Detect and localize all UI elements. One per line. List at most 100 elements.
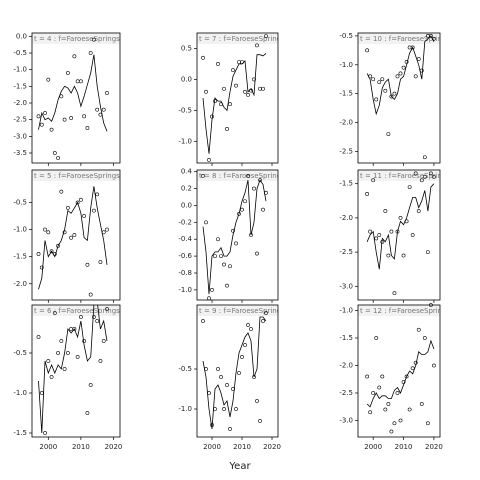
- point: [374, 236, 379, 241]
- strip-text: t = 5 : f=FaroeseSpringsurv: [34, 172, 131, 180]
- y-tick-label: -2.0: [339, 214, 353, 222]
- point: [85, 262, 90, 267]
- point: [82, 214, 87, 218]
- point: [234, 241, 238, 246]
- point: [407, 45, 412, 50]
- strip: [197, 305, 278, 316]
- point: [95, 107, 100, 112]
- point: [101, 107, 106, 112]
- x-tick-label: 2010: [395, 443, 413, 451]
- point: [231, 68, 235, 73]
- point: [246, 174, 250, 178]
- strip: [197, 33, 278, 44]
- point: [383, 209, 388, 213]
- point: [225, 283, 229, 288]
- panel: -0.5 -1.0 2000 2010 2020 t = 9 : f=FaroeseSpr…: [178, 304, 296, 451]
- y-tick-label: 0.0: [181, 201, 192, 209]
- panel: -0.5 -1.0 -1.5 -2.0 -2.5 t = 10 : f=FaroeseSp…: [339, 32, 441, 166]
- point: [389, 229, 394, 234]
- point: [85, 411, 90, 415]
- point: [371, 77, 376, 82]
- point: [39, 122, 44, 127]
- point: [59, 189, 64, 194]
- point: [204, 367, 208, 371]
- point: [425, 250, 430, 255]
- point: [213, 407, 217, 411]
- point: [425, 421, 430, 426]
- point: [210, 114, 214, 119]
- y-tick-label: -0.2: [178, 218, 192, 226]
- x-tick-label: 2010: [72, 443, 90, 451]
- y-tick-label: -1.5: [339, 90, 353, 98]
- point: [243, 199, 247, 204]
- panel-border: [31, 32, 121, 164]
- y-tick-label: -1.0: [13, 389, 27, 397]
- y-tick-label: -0.5: [13, 199, 27, 207]
- y-tick-label: -0.5: [178, 365, 192, 373]
- point: [234, 407, 238, 411]
- point: [59, 339, 64, 343]
- point: [92, 315, 96, 319]
- point: [105, 307, 109, 311]
- y-tick-label: -3.0: [339, 417, 353, 425]
- point: [105, 227, 109, 232]
- point: [368, 229, 373, 234]
- point: [237, 211, 241, 216]
- y-tick-label: 0.0: [16, 32, 27, 40]
- point: [216, 62, 220, 66]
- strip: [358, 305, 440, 316]
- y-tick-label: -1.5: [339, 334, 353, 342]
- y-tick-label: -0.6: [178, 252, 192, 260]
- strip-text: t = 7 : f=FaroeseSpringsurv: [199, 35, 296, 43]
- point: [101, 339, 106, 343]
- point: [72, 233, 77, 237]
- point: [219, 375, 223, 379]
- point: [222, 86, 226, 91]
- y-tick-label: -1.5: [13, 82, 27, 90]
- point: [368, 74, 373, 79]
- point: [78, 315, 83, 319]
- point: [222, 262, 226, 267]
- y-tick-label: -0.5: [13, 349, 27, 357]
- point: [365, 192, 370, 196]
- strip-text: t = 9 : f=FaroeseSpringsurv: [199, 307, 296, 315]
- point: [380, 374, 385, 379]
- point: [204, 220, 208, 225]
- point: [228, 427, 232, 431]
- y-tick-label: -3.5: [13, 149, 27, 157]
- point: [49, 375, 54, 379]
- y-tick-label: -0.5: [13, 49, 27, 57]
- point: [88, 51, 93, 55]
- point: [422, 336, 427, 340]
- point: [264, 34, 268, 38]
- point: [225, 383, 229, 387]
- point: [72, 54, 77, 59]
- point: [416, 57, 421, 61]
- panel-border: [357, 169, 441, 301]
- strip-text: t = 11 : f=FaroeseSpringsurv: [360, 172, 462, 180]
- point: [36, 252, 41, 256]
- point: [75, 355, 80, 359]
- y-tick-label: -1.0: [178, 405, 192, 413]
- point: [404, 59, 409, 64]
- point: [365, 48, 370, 53]
- y-tick-label: -0.4: [178, 235, 192, 243]
- y-tick-label: -3.0: [13, 132, 27, 140]
- point: [419, 178, 424, 183]
- point: [98, 260, 103, 264]
- point: [386, 253, 391, 258]
- point: [222, 407, 226, 411]
- x-tick-label: 2020: [425, 443, 443, 451]
- point: [255, 43, 259, 48]
- point: [401, 380, 406, 384]
- panel-border: [31, 169, 121, 301]
- y-tick-label: -3.0: [339, 282, 353, 290]
- point: [374, 97, 379, 102]
- point: [252, 375, 256, 379]
- point: [398, 418, 403, 423]
- panel-border: [196, 304, 279, 438]
- point: [392, 291, 397, 296]
- point: [377, 80, 382, 85]
- panel: 0.0 -0.5 -1.0 -1.5 -2.0 -2.5 -3.0 -3.5 t = 4 : f…: [13, 32, 121, 166]
